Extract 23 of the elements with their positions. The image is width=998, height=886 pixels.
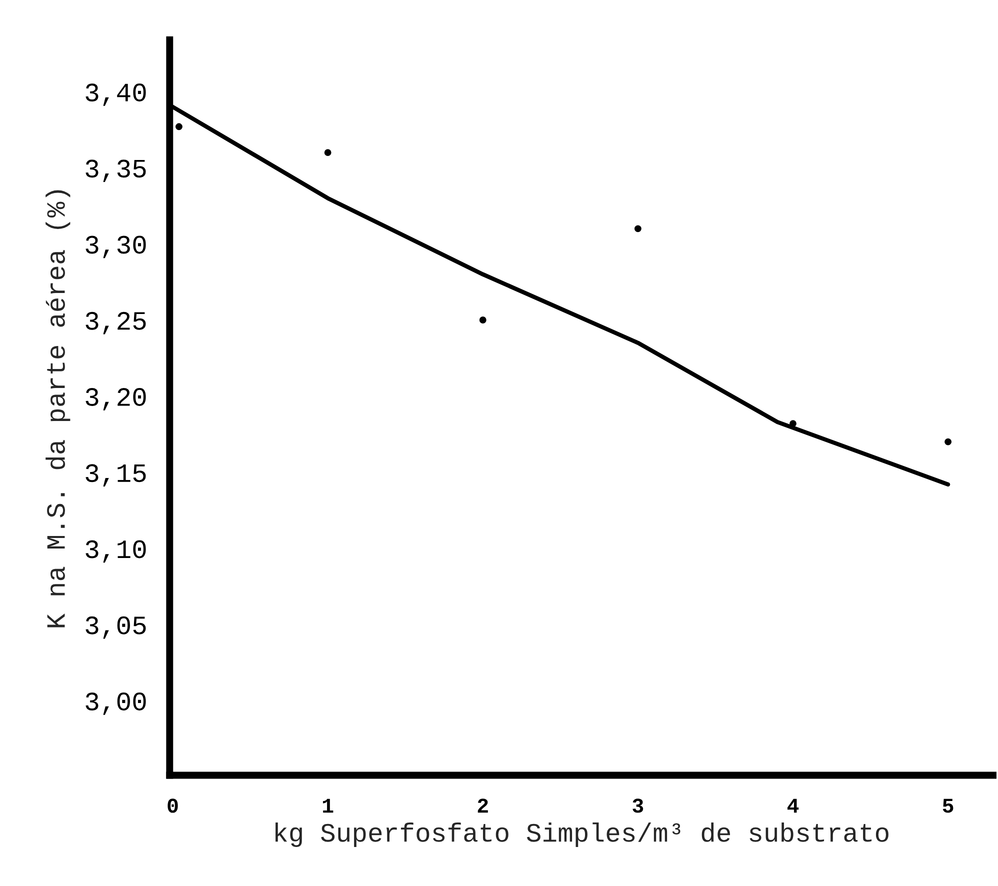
- y-tick-label: 3,05: [86, 616, 146, 639]
- point: [634, 225, 642, 232]
- point: [175, 123, 182, 130]
- point: [479, 316, 486, 324]
- x-tick-label: 3: [632, 798, 644, 813]
- x-axis-title: kg Superfosfato Simples/m³ de substrato: [276, 822, 888, 848]
- y-tick-label: 3,40: [86, 84, 146, 106]
- y-tick-label: 3,15: [86, 464, 146, 487]
- x-tick-label: 4: [787, 798, 799, 813]
- y-tick-label: 3,20: [86, 388, 146, 410]
- x-tick-label: 5: [942, 798, 954, 813]
- point: [324, 149, 332, 156]
- y-tick-label: 3,30: [86, 236, 146, 258]
- x-tick-label: 2: [478, 798, 488, 813]
- y-tick-label: 3,10: [86, 540, 146, 563]
- point: [790, 420, 796, 428]
- x-tick-label: 0: [168, 798, 178, 813]
- y-tick-label: 3,25: [86, 312, 146, 334]
- y-axis-title: K na M.S. da parte aérea (%): [46, 190, 70, 628]
- y-tick-label: 3,35: [86, 160, 146, 182]
- x-tick-label: 1: [322, 798, 334, 813]
- point: [944, 438, 952, 446]
- y-tick-label: 3,00: [86, 692, 146, 715]
